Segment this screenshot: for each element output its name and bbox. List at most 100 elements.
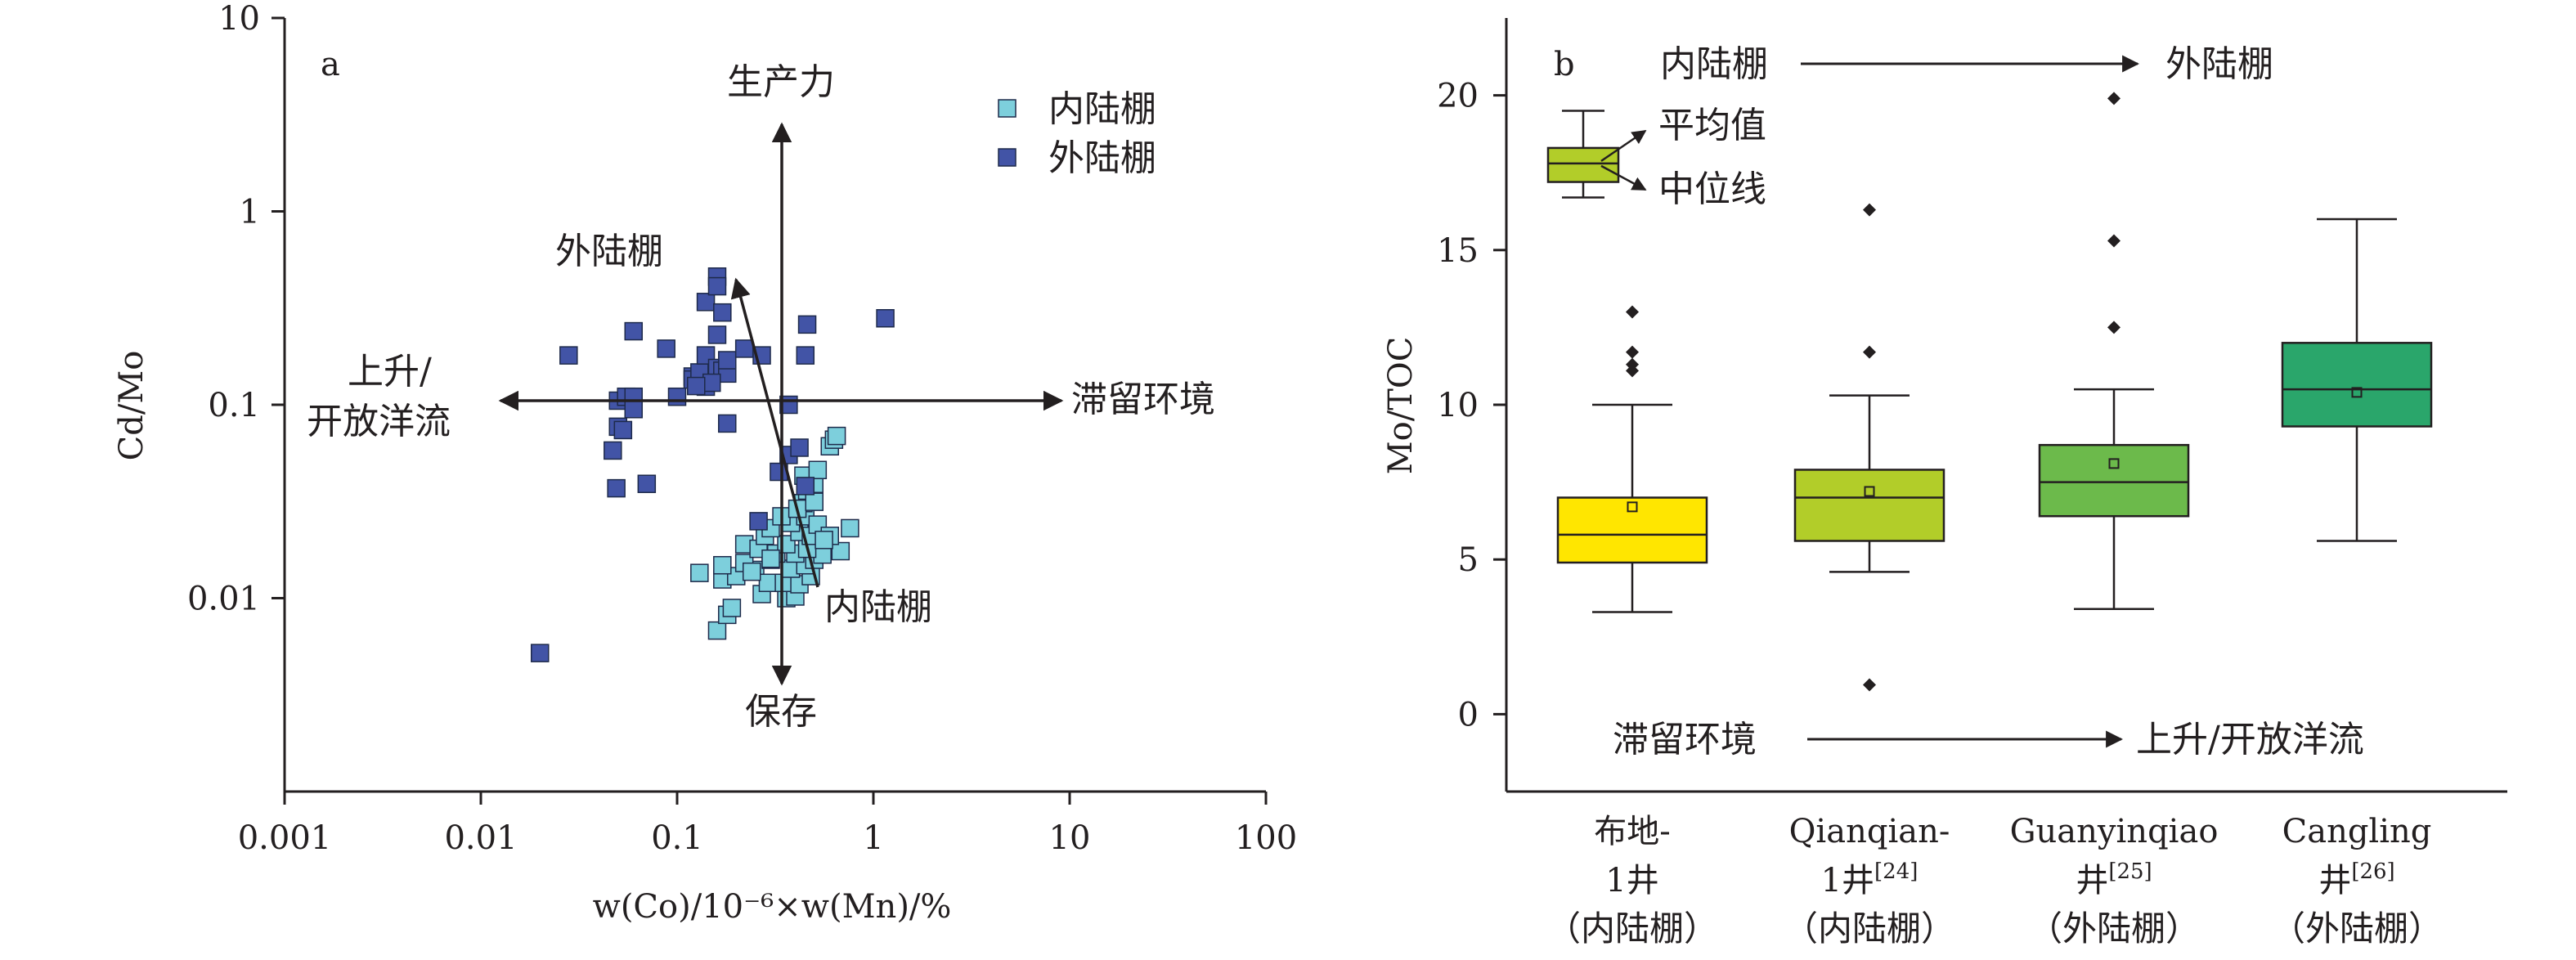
outlier [1863, 345, 1876, 359]
point-inner [808, 460, 828, 480]
x-tick-label: 0.1 [651, 819, 703, 857]
box-body [2038, 443, 2190, 518]
point-outer [796, 346, 815, 365]
category-well: 1井 [1605, 862, 1658, 899]
panel-a-y-title: Cd/Mo [113, 351, 150, 461]
outlier [1626, 305, 1639, 319]
point-inner [831, 541, 850, 561]
label-upwelling-1: 上升/ [348, 351, 432, 393]
point-outer [734, 339, 754, 358]
category-well: 井[26] [2318, 859, 2394, 899]
box-body [2281, 342, 2433, 428]
panel-a: a 0.001 0.01 0.1 1 10 100 0.01 0.1 1 10 生产力 保存 滞… [113, 0, 1297, 926]
outlier [2107, 92, 2120, 105]
outlier [1863, 678, 1876, 692]
point-outer [707, 325, 727, 344]
point-outer [624, 400, 644, 419]
point-outer [604, 441, 622, 460]
y-tick-label: 0.01 [187, 581, 260, 618]
point-outer [696, 293, 716, 312]
y-tick-label: 0.1 [208, 387, 260, 424]
y-tick-label: 20 [1437, 78, 1479, 115]
point-inner [743, 562, 761, 581]
box-2 [1793, 203, 1945, 692]
outlier [1626, 345, 1639, 359]
outlier [1863, 203, 1876, 217]
panel-b-boxes [1556, 92, 2433, 692]
category-name: Qianqian- [1789, 813, 1950, 850]
panel-a-legend: 内陆棚 外陆棚 [998, 88, 1156, 179]
point-inner [722, 599, 742, 617]
mean-marker [2108, 458, 2120, 469]
box-3 [2038, 92, 2190, 610]
point-outer [796, 477, 815, 496]
label-restricted: 滞留环境 [1071, 379, 1215, 420]
point-outer [797, 315, 817, 334]
category-shelf: （内陆棚） [1784, 908, 1955, 949]
legend-swatch-outer [998, 148, 1016, 167]
x-tick-label: 1 [863, 819, 883, 857]
category-name: Guanyinqiao [2010, 813, 2219, 850]
category-shelf: （外陆棚） [2028, 908, 2200, 949]
point-inner [758, 573, 778, 593]
panel-b-y-title: Mo/TOC [1382, 337, 1420, 475]
category-name: 布地- [1594, 813, 1671, 850]
point-outer [530, 644, 550, 662]
category-ref: [26] [2351, 859, 2394, 884]
label-top-from: 内陆棚 [1660, 43, 1768, 85]
point-inner [805, 492, 824, 511]
legend-median-label: 中位线 [1658, 168, 1766, 210]
point-inner [761, 549, 780, 568]
point-outer [687, 376, 706, 396]
category-well: 井[25] [2076, 859, 2152, 899]
box-body [1793, 469, 1945, 542]
outlier [2107, 234, 2120, 248]
x-tick-label: 0.001 [238, 819, 332, 857]
y-tick-label: 10 [218, 0, 260, 38]
point-inner [713, 555, 732, 575]
mean-marker [1864, 486, 1875, 497]
arrow-trend [730, 277, 819, 588]
legend-mean-label: 平均值 [1658, 105, 1766, 146]
panel-a-label: a [321, 46, 340, 83]
point-inner [841, 518, 859, 538]
box-body [1556, 496, 1708, 564]
panel-a-x-title: w(Co)/10⁻⁶×w(Mn)/% [593, 888, 952, 926]
panel-b-label: b [1554, 46, 1575, 83]
legend-label-inner: 内陆棚 [1048, 88, 1156, 130]
panel-b-y-ticks: 0 5 10 15 20 [1437, 78, 1506, 733]
point-outer [607, 478, 626, 498]
legend-swatch-inner [998, 99, 1016, 118]
category-shelf: （外陆棚） [2271, 908, 2443, 949]
x-tick-label: 10 [1049, 819, 1091, 857]
label-preservation: 保存 [745, 691, 817, 733]
point-outer [790, 438, 809, 457]
box-1 [1556, 305, 1708, 613]
point-outer [702, 373, 721, 393]
mean-marker [2351, 387, 2363, 398]
y-tick-label: 0 [1458, 696, 1479, 733]
y-tick-label: 1 [240, 194, 260, 231]
panel-a-y-ticks: 0.01 0.1 1 10 [187, 0, 285, 618]
panel-b-categories: 布地- 1井 （内陆棚） Qianqian- 1井[24] （内陆棚） Guanyinqia… [1546, 813, 2443, 949]
legend-label-outer: 外陆棚 [1048, 137, 1156, 179]
panel-a-x-ticks: 0.001 0.01 0.1 1 10 100 [238, 792, 1297, 857]
point-outer [749, 512, 768, 531]
point-inner [690, 563, 709, 582]
label-bottom-to: 上升/开放洋流 [2136, 719, 2364, 760]
label-bottom-from: 滞留环境 [1613, 719, 1757, 760]
label-trend-outer: 外陆棚 [555, 231, 663, 272]
point-outer [707, 276, 727, 296]
point-outer [667, 387, 687, 406]
mean-marker [1627, 501, 1638, 513]
point-outer [657, 339, 675, 358]
point-outer [613, 420, 633, 440]
legend-mean-pointer [1600, 129, 1647, 162]
outlier [2107, 321, 2120, 334]
y-tick-label: 10 [1437, 387, 1479, 424]
box-body [1546, 146, 1620, 183]
point-inner [827, 426, 846, 446]
category-ref: [25] [2108, 859, 2152, 884]
label-upwelling-2: 开放洋流 [307, 401, 451, 442]
